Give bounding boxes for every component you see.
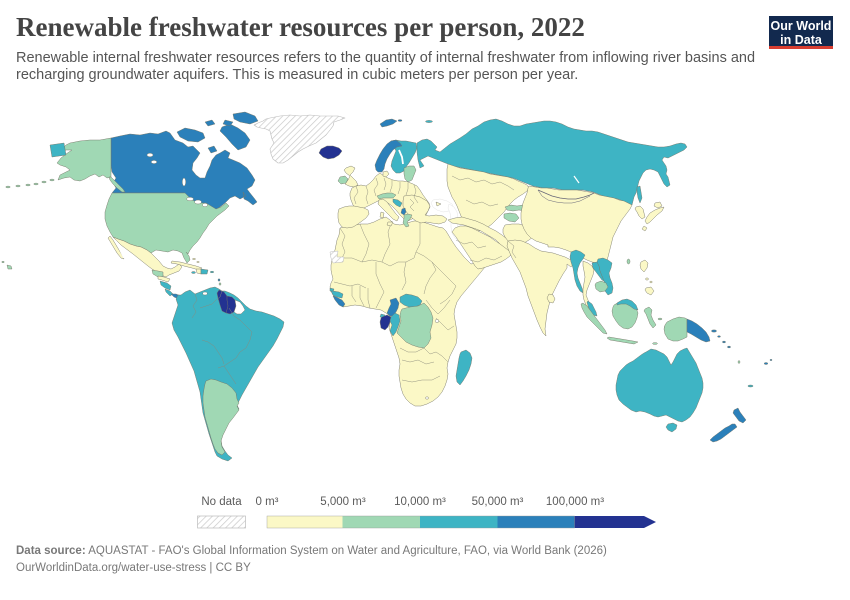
svg-text:No data: No data bbox=[201, 496, 242, 508]
svg-text:10,000 m³: 10,000 m³ bbox=[394, 496, 446, 508]
svg-text:100,000 m³: 100,000 m³ bbox=[546, 496, 604, 508]
svg-text:5,000 m³: 5,000 m³ bbox=[320, 496, 366, 508]
svg-text:50,000 m³: 50,000 m³ bbox=[472, 496, 524, 508]
svg-text:0 m³: 0 m³ bbox=[256, 496, 279, 508]
